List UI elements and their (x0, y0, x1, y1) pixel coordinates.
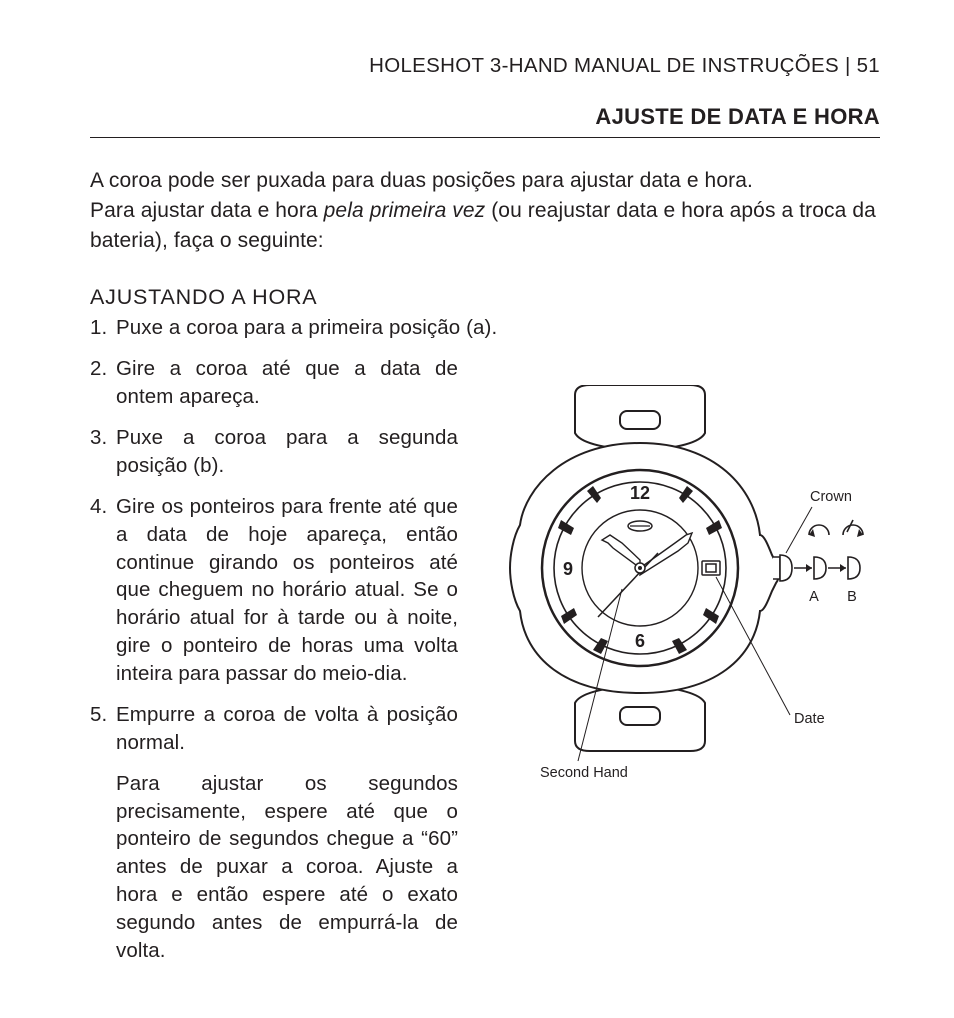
label-b: B (847, 589, 857, 605)
step-number: 1. (90, 314, 107, 342)
intro-line-1: A coroa pode ser puxada para duas posiçõ… (90, 166, 880, 196)
dial-num-9: 9 (563, 559, 573, 579)
label-a: A (809, 589, 819, 605)
label-date: Date (794, 711, 825, 727)
step-number: 3. (90, 424, 107, 452)
watch-diagram: 12 9 6 (480, 355, 880, 785)
step-number: 5. (90, 701, 107, 729)
subheading-ajustando: AJUSTANDO A HORA (90, 285, 880, 310)
dial-num-12: 12 (630, 483, 650, 503)
step-text: Gire os ponteiros para frente até que a … (116, 495, 458, 685)
step-item: 4. Gire os ponteiros para frente até que… (90, 493, 458, 688)
section-title: AJUSTE DE DATA E HORA (90, 104, 880, 138)
intro-paragraph: A coroa pode ser puxada para duas posiçõ… (90, 166, 880, 255)
dial-num-6: 6 (635, 631, 645, 651)
step-number: 4. (90, 493, 107, 521)
step-text: Empurre a coroa de volta à posição norma… (116, 703, 458, 754)
step-number: 2. (90, 355, 107, 383)
step-item: 2. Gire a coroa até que a data de ontem … (90, 355, 458, 411)
running-head: HOLESHOT 3-HAND MANUAL DE INSTRUÇÕES | 5… (90, 54, 880, 78)
steps-list: 2. Gire a coroa até que a data de ontem … (90, 355, 458, 965)
step-item: 3. Puxe a coroa para a segunda posição (… (90, 424, 458, 480)
label-second-hand: Second Hand (540, 765, 628, 781)
step-item: 1. Puxe a coroa para a primeira posição … (90, 314, 880, 342)
step-extra-paragraph: Para ajustar os segundos precisamente, e… (116, 770, 458, 965)
label-crown: Crown (810, 489, 852, 505)
intro-line-2: Para ajustar data e hora pela primeira v… (90, 196, 880, 256)
step-item: 5. Empurre a coroa de volta à posição no… (90, 701, 458, 965)
step-text: Puxe a coroa para a segunda posição (b). (116, 426, 458, 477)
step-text: Puxe a coroa para a primeira posição (a)… (116, 316, 497, 339)
manual-page: HOLESHOT 3-HAND MANUAL DE INSTRUÇÕES | 5… (0, 0, 954, 1018)
step-text: Gire a coroa até que a data de ontem apa… (116, 357, 458, 408)
steps-list-top: 1. Puxe a coroa para a primeira posição … (90, 314, 880, 342)
